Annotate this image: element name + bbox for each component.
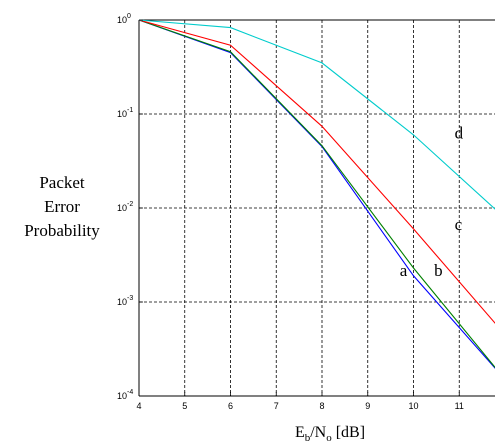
curve-label-a: a xyxy=(400,261,408,280)
x-tick-label: 4 xyxy=(136,401,141,411)
grid xyxy=(139,20,495,396)
x-tick-label: 5 xyxy=(182,401,187,411)
curve-labels: a b c d xyxy=(400,123,464,279)
x-tick-label: 10 xyxy=(408,401,418,411)
x-tick-label: 9 xyxy=(365,401,370,411)
series-group xyxy=(138,19,495,369)
y-tick-label: 10-4 xyxy=(117,389,133,401)
x-tick-label: 11 xyxy=(455,401,464,411)
ylabel-line-2: Error xyxy=(44,197,80,216)
x-tick-label: 7 xyxy=(274,401,279,411)
curve-label-b: b xyxy=(434,261,443,280)
ylabel-line-3: Probability xyxy=(24,221,100,240)
y-tick-label: 10-1 xyxy=(117,107,133,119)
series-line-b xyxy=(138,19,495,324)
y-tick-label: 10-2 xyxy=(117,201,133,213)
x-axis-label: Eb/No [dB] xyxy=(295,424,365,442)
y-tick-label: 100 xyxy=(117,13,131,25)
series-line-d xyxy=(138,19,495,210)
curve-label-d: d xyxy=(455,123,464,142)
ylabel-line-1: Packet xyxy=(39,173,85,192)
x-tick-label: 6 xyxy=(228,401,233,411)
tick-labels: 4567891011110010-110-210-310-4 xyxy=(117,13,464,411)
y-tick-label: 10-3 xyxy=(117,295,133,307)
x-tick-label: 8 xyxy=(319,401,324,411)
series-line-a2 xyxy=(138,19,495,369)
curve-label-c: c xyxy=(455,215,463,234)
